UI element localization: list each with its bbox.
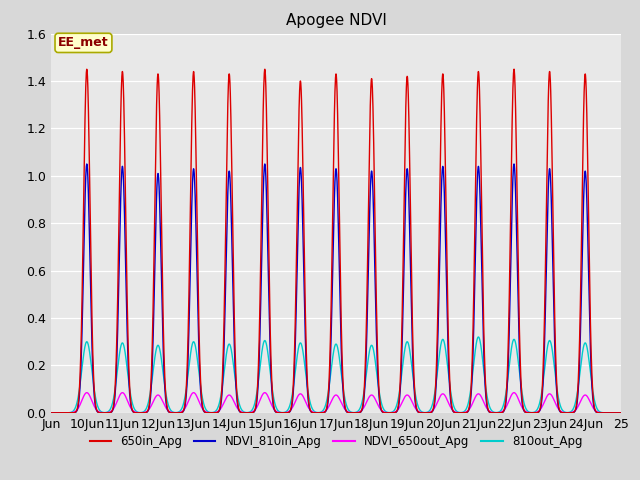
Title: Apogee NDVI: Apogee NDVI [285, 13, 387, 28]
Text: EE_met: EE_met [58, 36, 109, 49]
Legend: 650in_Apg, NDVI_810in_Apg, NDVI_650out_Apg, 810out_Apg: 650in_Apg, NDVI_810in_Apg, NDVI_650out_A… [85, 430, 587, 453]
